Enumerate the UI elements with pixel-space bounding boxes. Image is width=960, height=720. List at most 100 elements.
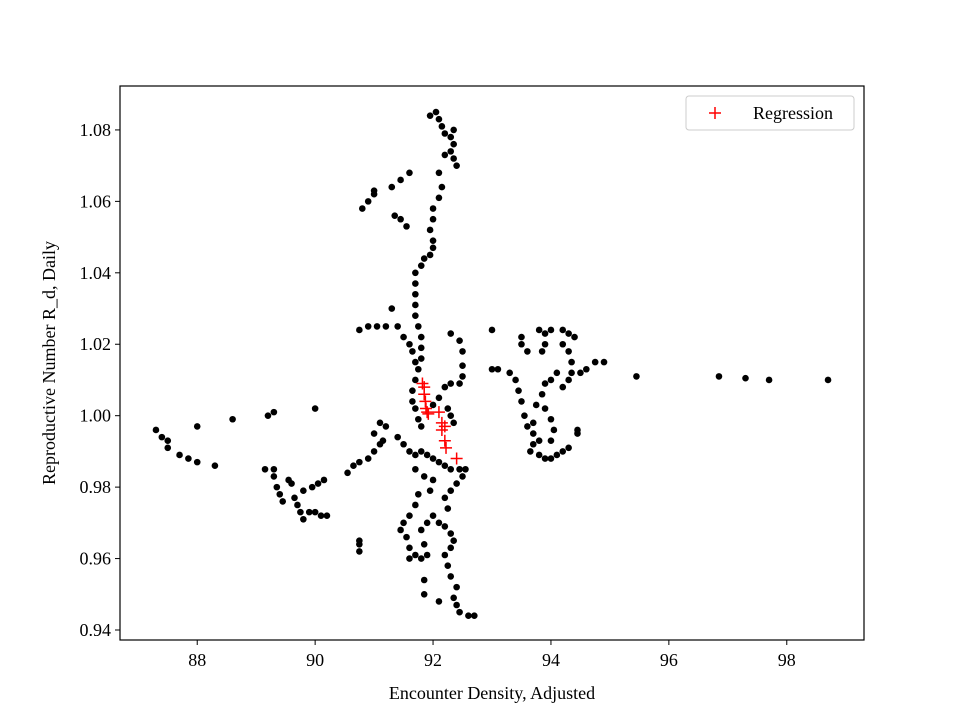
data-point (506, 369, 513, 377)
data-point (459, 473, 466, 480)
regression-point (435, 423, 448, 436)
data-point (535, 326, 543, 334)
data-point (447, 487, 455, 494)
data-point (577, 369, 584, 377)
data-point (176, 451, 183, 459)
data-point (453, 480, 460, 487)
data-point (412, 551, 419, 559)
regression-point (421, 406, 434, 419)
data-point (441, 130, 449, 137)
data-point (415, 415, 422, 423)
x-tick-label: 90 (306, 650, 324, 670)
data-point (423, 551, 431, 559)
data-point (532, 401, 540, 409)
data-point (400, 333, 407, 341)
axes-frame (119, 85, 865, 641)
data-point (412, 312, 419, 319)
x-tick-label: 98 (778, 650, 796, 670)
data-point (406, 169, 413, 177)
data-point (308, 483, 316, 491)
data-point (435, 394, 443, 402)
data-point (412, 358, 419, 366)
data-point (524, 348, 531, 355)
data-point (447, 330, 455, 337)
data-point (370, 430, 378, 437)
data-point (412, 451, 419, 459)
data-point (415, 323, 422, 330)
data-point (412, 465, 419, 473)
data-point (412, 376, 419, 384)
data-point (447, 573, 455, 580)
data-point (429, 401, 437, 409)
data-point (412, 405, 419, 412)
data-point (397, 526, 404, 534)
data-point (765, 376, 773, 384)
data-point (364, 323, 372, 330)
data-point (420, 576, 428, 584)
data-point (565, 348, 572, 355)
data-point (409, 387, 416, 394)
y-tick-label: 1.08 (80, 120, 112, 140)
data-point (441, 551, 449, 559)
data-point (600, 358, 608, 366)
data-point (403, 533, 410, 541)
data-point (435, 115, 443, 123)
data-point (426, 226, 434, 234)
data-point (441, 151, 449, 159)
data-point (633, 373, 640, 380)
data-point (565, 330, 572, 337)
data-point (350, 462, 357, 469)
data-point (382, 323, 390, 330)
data-point (193, 423, 201, 430)
data-point (373, 323, 381, 330)
data-point (553, 369, 561, 377)
data-point (547, 415, 555, 423)
data-point (261, 465, 269, 473)
data-point (356, 326, 363, 334)
data-point (305, 508, 313, 516)
data-point (297, 508, 304, 516)
data-point (270, 473, 278, 480)
data-point (565, 444, 572, 452)
data-point (320, 476, 328, 484)
data-point (447, 412, 455, 419)
data-point (447, 380, 455, 387)
data-point (518, 340, 525, 348)
data-point (409, 348, 416, 355)
data-point (450, 419, 457, 427)
data-point (459, 362, 466, 369)
data-point (538, 390, 546, 398)
data-point (559, 340, 567, 348)
data-point (521, 412, 528, 419)
data-point (291, 494, 298, 502)
data-point (568, 358, 575, 366)
data-point (415, 490, 422, 498)
data-point (535, 451, 543, 459)
data-point (364, 455, 372, 462)
data-point (456, 337, 463, 344)
data-point (415, 365, 422, 373)
data-point (311, 405, 319, 412)
legend-box (685, 95, 855, 131)
data-point (317, 512, 325, 519)
data-point (400, 440, 407, 448)
data-point (565, 376, 572, 384)
data-point (441, 462, 449, 469)
data-point (459, 373, 466, 380)
data-point (417, 333, 425, 341)
y-tick-label: 0.96 (80, 549, 112, 569)
data-point (518, 398, 525, 405)
data-point (541, 405, 549, 412)
data-point (370, 448, 378, 455)
data-point (394, 323, 401, 330)
data-point (394, 433, 401, 441)
data-point (559, 326, 567, 334)
legend-label: Regression (753, 103, 833, 123)
data-point (270, 465, 278, 473)
data-point (447, 465, 455, 473)
x-axis-label: Encounter Density, Adjusted (389, 683, 595, 703)
data-point (412, 290, 419, 298)
y-axis-label: Reproductive Number R_d, Daily (39, 241, 59, 485)
data-point (541, 380, 549, 387)
data-point (435, 169, 443, 177)
